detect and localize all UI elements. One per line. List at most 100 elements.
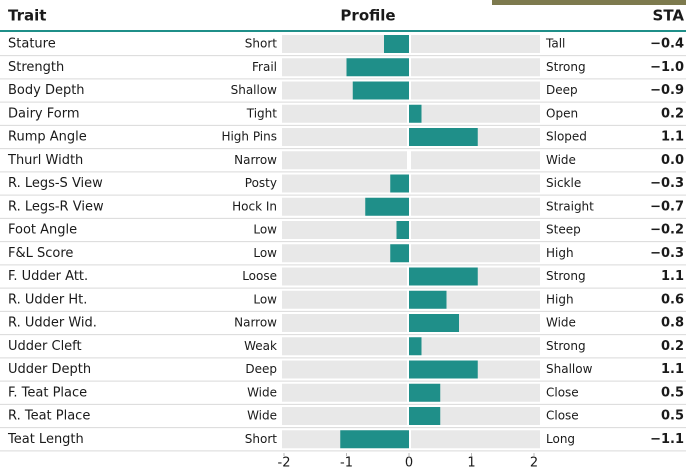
high-label: Wide bbox=[546, 316, 576, 330]
high-label: Close bbox=[546, 409, 579, 423]
bar bbox=[409, 360, 478, 379]
high-label: High bbox=[546, 246, 574, 260]
sta-value: −0.7 bbox=[650, 199, 684, 214]
low-label: Wide bbox=[247, 409, 277, 423]
low-label: Narrow bbox=[234, 153, 277, 167]
sta-value: 1.1 bbox=[661, 130, 684, 145]
low-label: Deep bbox=[245, 362, 277, 376]
high-label: Strong bbox=[546, 60, 586, 74]
sta-value: 0.2 bbox=[661, 106, 684, 121]
bar bbox=[409, 128, 478, 146]
track-left bbox=[282, 35, 407, 53]
trait-label: F. Teat Place bbox=[8, 385, 87, 400]
sta-value: 0.6 bbox=[661, 292, 684, 307]
track-left bbox=[282, 174, 407, 193]
sta-value: −0.2 bbox=[650, 223, 684, 238]
track-left bbox=[282, 360, 407, 379]
bar bbox=[390, 174, 409, 193]
sta-value: 0.8 bbox=[661, 316, 684, 331]
track-right bbox=[411, 174, 540, 193]
track-left bbox=[282, 314, 407, 332]
sta-value: 0.2 bbox=[661, 339, 684, 354]
low-label: High Pins bbox=[221, 130, 277, 144]
track-left bbox=[282, 151, 407, 170]
sta-value: 0.5 bbox=[661, 385, 684, 400]
high-label: Sloped bbox=[546, 130, 587, 144]
low-label: Hock In bbox=[232, 199, 277, 213]
bar bbox=[409, 104, 422, 123]
bar bbox=[409, 337, 422, 356]
trait-label: R. Legs-R View bbox=[8, 199, 104, 214]
x-tick-label: 1 bbox=[467, 456, 475, 471]
track-left bbox=[282, 221, 407, 239]
sta-value: 0.5 bbox=[661, 409, 684, 424]
track-right bbox=[411, 407, 540, 425]
sta-value: 1.1 bbox=[661, 362, 684, 377]
high-label: Straight bbox=[546, 199, 594, 213]
low-label: Posty bbox=[245, 176, 277, 190]
sta-header: STA bbox=[653, 7, 685, 25]
bar bbox=[409, 267, 478, 286]
track-left bbox=[282, 104, 407, 123]
low-label: Narrow bbox=[234, 316, 277, 330]
bar bbox=[365, 197, 409, 216]
low-label: Shallow bbox=[231, 83, 278, 97]
high-label: Strong bbox=[546, 339, 586, 353]
sta-value: −0.9 bbox=[650, 83, 684, 98]
high-label: Strong bbox=[546, 269, 586, 283]
sta-value: −0.4 bbox=[650, 37, 684, 52]
bar bbox=[352, 81, 409, 100]
track-right bbox=[411, 337, 540, 356]
trait-label: R. Legs-S View bbox=[8, 176, 103, 191]
bar bbox=[340, 430, 409, 449]
track-left bbox=[282, 244, 407, 263]
track-right bbox=[411, 244, 540, 263]
bar bbox=[384, 35, 409, 53]
x-tick-label: -1 bbox=[340, 456, 353, 471]
sta-value: −1.1 bbox=[650, 432, 684, 447]
trait-label: Thurl Width bbox=[7, 153, 83, 168]
sta-value: −0.3 bbox=[650, 246, 684, 261]
trait-label: F. Udder Att. bbox=[8, 269, 88, 284]
trait-label: R. Teat Place bbox=[8, 409, 90, 424]
bar bbox=[346, 58, 409, 77]
track-left bbox=[282, 407, 407, 425]
sta-value: −1.0 bbox=[650, 60, 684, 75]
high-label: Deep bbox=[546, 83, 578, 97]
high-label: Shallow bbox=[546, 362, 593, 376]
trait-header: Trait bbox=[8, 7, 46, 25]
trait-label: R. Udder Wid. bbox=[8, 316, 97, 331]
bar bbox=[409, 290, 447, 309]
track-left bbox=[282, 128, 407, 146]
x-tick-label: 2 bbox=[530, 456, 538, 471]
high-label: High bbox=[546, 292, 574, 306]
bar bbox=[409, 383, 441, 402]
trait-label: R. Udder Ht. bbox=[8, 292, 87, 307]
low-label: Loose bbox=[242, 269, 277, 283]
track-right bbox=[411, 151, 540, 170]
high-label: Close bbox=[546, 385, 579, 399]
photo-edge bbox=[492, 0, 686, 5]
low-label: Short bbox=[245, 37, 277, 51]
low-label: Wide bbox=[247, 385, 277, 399]
low-label: Low bbox=[253, 292, 277, 306]
trait-label: Stature bbox=[8, 37, 56, 52]
low-label: Weak bbox=[244, 339, 277, 353]
high-label: Long bbox=[546, 432, 575, 446]
low-label: Tight bbox=[246, 106, 278, 120]
track-right bbox=[411, 104, 540, 123]
track-right bbox=[411, 430, 540, 449]
low-label: Frail bbox=[252, 60, 277, 74]
bar bbox=[409, 407, 441, 425]
low-label: Short bbox=[245, 432, 277, 446]
track-right bbox=[411, 58, 540, 77]
sta-value: 0.0 bbox=[661, 153, 684, 168]
bar bbox=[390, 244, 409, 263]
bar bbox=[409, 314, 459, 332]
track-right bbox=[411, 221, 540, 239]
track-left bbox=[282, 337, 407, 356]
x-tick-label: -2 bbox=[278, 456, 291, 471]
trait-label: Teat Length bbox=[7, 432, 84, 447]
high-label: Sickle bbox=[546, 176, 581, 190]
